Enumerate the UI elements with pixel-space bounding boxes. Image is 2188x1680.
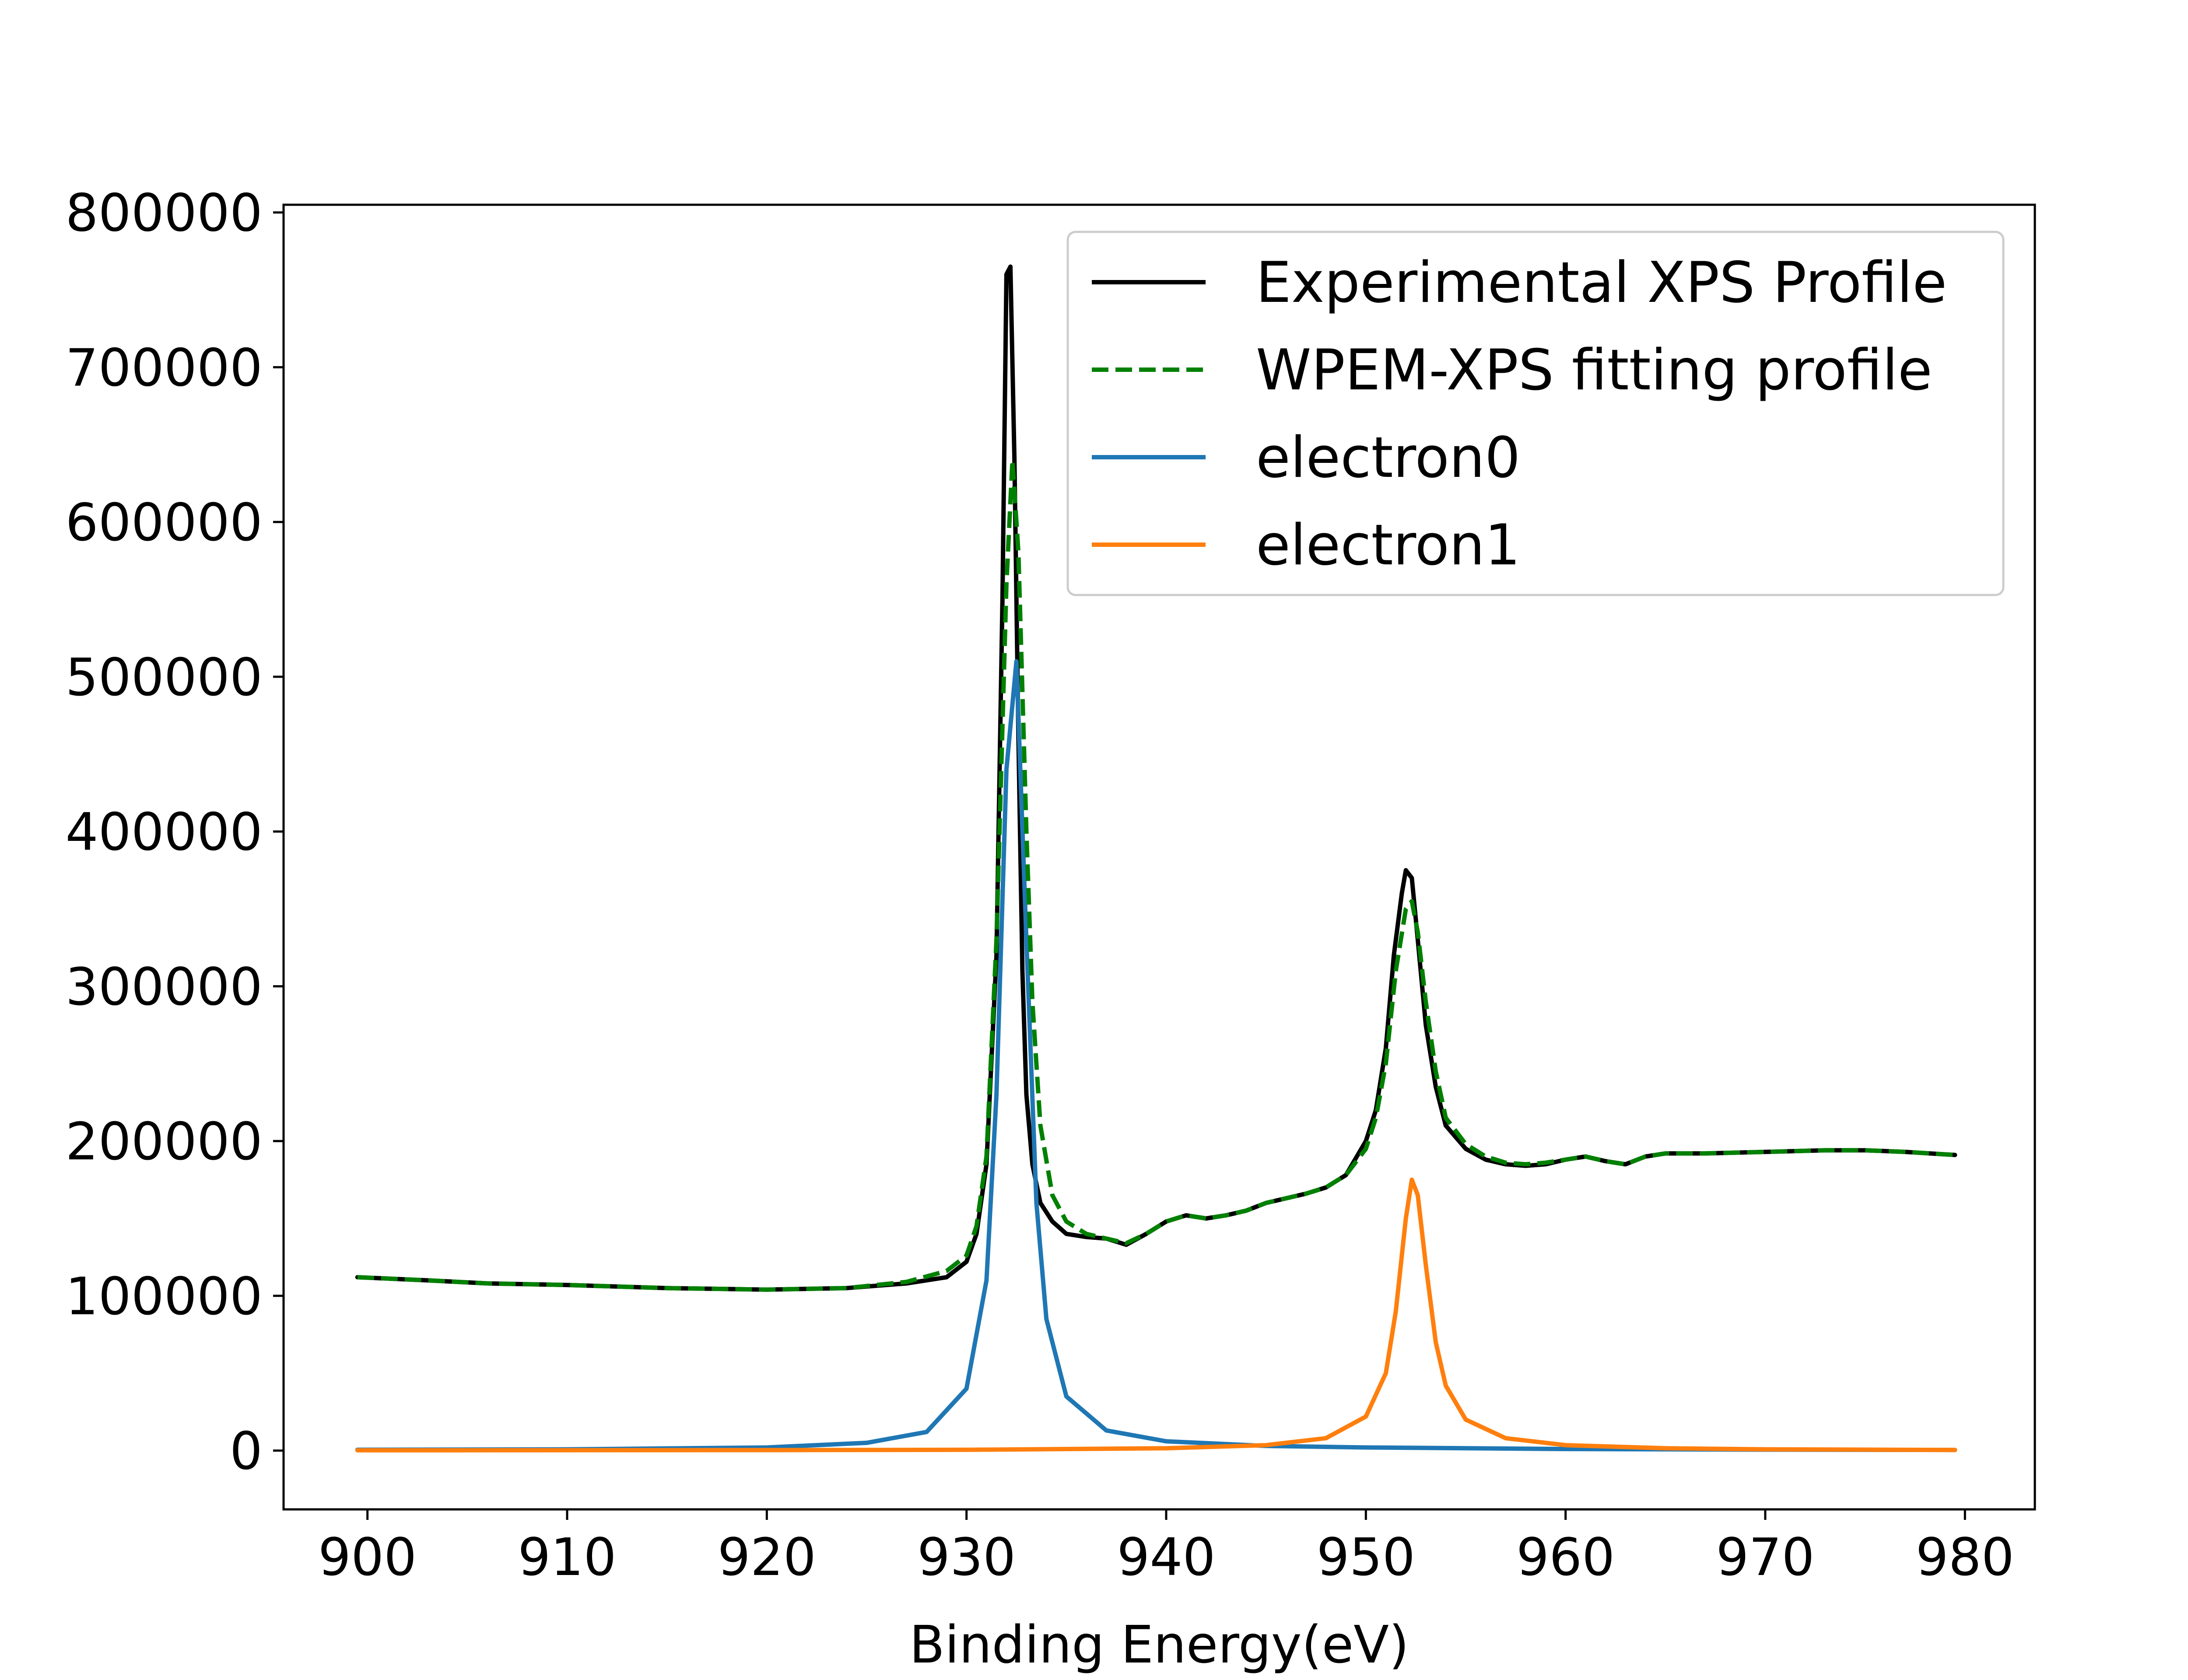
y-tick-label: 300000 xyxy=(66,956,263,1017)
legend-entries: Experimental XPS Profile WPEM-XPS fitting… xyxy=(1092,250,1947,578)
series-line-electron1 xyxy=(355,1177,1957,1452)
y-tick-label: 400000 xyxy=(66,802,263,862)
y-tick-label: 0 xyxy=(230,1421,263,1481)
plot-frame xyxy=(282,203,2036,1511)
y-tick-label: 600000 xyxy=(66,492,263,553)
y-tick-label: 100000 xyxy=(66,1266,263,1326)
y-tick-label: 500000 xyxy=(66,647,263,707)
y-axis-ticks: 0 100000 200000 300000 400000 500000 600000 700… xyxy=(66,183,284,1481)
x-tick-label: 940 xyxy=(1117,1527,1215,1587)
x-tick-label: 980 xyxy=(1916,1527,2014,1587)
x-tick-label: 930 xyxy=(917,1527,1016,1587)
x-tick-label: 960 xyxy=(1516,1527,1615,1587)
legend-label: WPEM-XPS fitting profile xyxy=(1256,338,1932,403)
x-axis-ticks: 900 910 920 930 940 950 960 970 980 xyxy=(318,1509,2014,1587)
y-tick-label: 700000 xyxy=(66,337,263,398)
legend-label: electron0 xyxy=(1256,425,1520,490)
x-tick-label: 970 xyxy=(1716,1527,1814,1587)
legend-label: Experimental XPS Profile xyxy=(1256,250,1947,315)
x-tick-label: 900 xyxy=(318,1527,417,1587)
legend-label: electron1 xyxy=(1256,513,1520,578)
plot-series xyxy=(355,264,1957,1452)
y-tick-label: 200000 xyxy=(66,1111,263,1172)
x-axis-title: Binding Energy(eV) xyxy=(909,1614,1409,1675)
legend: Experimental XPS Profile WPEM-XPS fitting… xyxy=(1066,231,2005,596)
series-line-electron0 xyxy=(355,659,1957,1452)
legend-box xyxy=(1066,231,2005,596)
x-tick-label: 950 xyxy=(1317,1527,1415,1587)
x-tick-label: 910 xyxy=(518,1527,616,1587)
x-tick-label: 920 xyxy=(718,1527,816,1587)
y-tick-label: 800000 xyxy=(66,183,263,243)
